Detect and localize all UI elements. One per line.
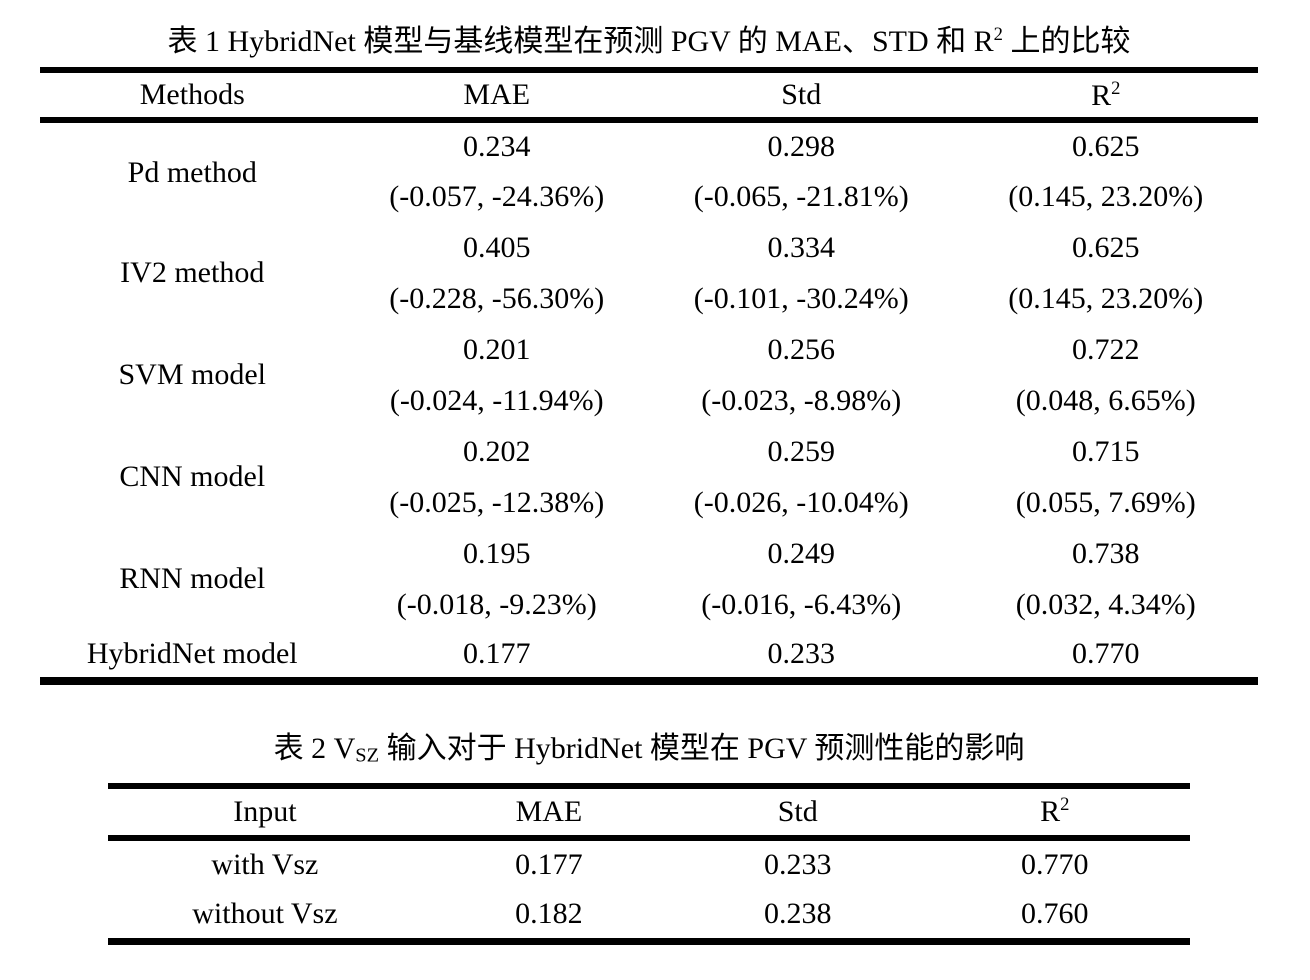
table1-col-header-mae: MAE — [344, 70, 649, 123]
method-cell: RNN model — [119, 562, 266, 595]
value-cell-mae: 0.177 — [463, 636, 531, 670]
table2-caption-suffix: 输入对于 HybridNet 模型在 PGV 预测性能的影响 — [379, 732, 1025, 765]
table1-col-header-methods: Methods — [40, 70, 345, 123]
value-cell-mae: 0.195 — [463, 536, 531, 570]
value-cell-std: 0.233 — [767, 636, 836, 670]
table2-col-header-std: Std — [676, 785, 920, 841]
table-row: without Vsz 0.182 0.238 0.760 — [108, 890, 1190, 942]
value-cell-std: 0.298 — [767, 130, 836, 163]
table2-col-header-mae: MAE — [421, 785, 677, 841]
table1: Methods MAE Std R2 Pd method 0.234 0.298… — [40, 67, 1258, 685]
value-cell-std: 0.238 — [764, 896, 832, 930]
r2-base: R — [1091, 78, 1112, 112]
value-cell-r2: 0.738 — [1072, 536, 1140, 570]
table-row-delta: (-0.025, -12.38%) (-0.026, -10.04%) (0.0… — [40, 477, 1258, 528]
r2-superscript: 2 — [1111, 77, 1121, 99]
input-cell: without Vsz — [192, 896, 338, 930]
table1-section: 表 1 HybridNet 模型与基线模型在预测 PGV 的 MAE、STD 和… — [40, 16, 1258, 685]
table2-caption: 表 2 VSZ 输入对于 HybridNet 模型在 PGV 预测性能的影响 — [108, 730, 1190, 775]
value-cell-std: 0.233 — [764, 848, 832, 882]
table1-col-header-r2: R2 — [953, 70, 1258, 123]
delta-cell-mae: (-0.024, -11.94%) — [389, 383, 604, 417]
table2-col-header-input: Input — [108, 785, 422, 841]
value-cell-r2: 0.770 — [1020, 848, 1089, 882]
value-cell-std: 0.249 — [767, 536, 836, 570]
delta-cell-r2: (0.048, 6.65%) — [1015, 383, 1196, 417]
value-cell-std: 0.259 — [767, 434, 836, 468]
value-cell-mae: 0.177 — [515, 848, 583, 882]
table-row: RNN model 0.195 0.249 0.738 — [40, 528, 1258, 596]
delta-cell-std: (-0.026, -10.04%) — [693, 485, 909, 519]
r2-superscript: 2 — [1060, 794, 1070, 816]
delta-cell-mae: (-0.228, -56.30%) — [389, 281, 605, 315]
table1-caption-suffix: 上的比较 — [1002, 25, 1131, 58]
delta-cell-std: (-0.023, -8.98%) — [701, 383, 902, 417]
table-row-delta: (-0.018, -9.23%) (-0.016, -6.43%) (0.032… — [40, 579, 1258, 630]
table-row-delta: (-0.057, -24.36%) (-0.065, -21.81%) (0.1… — [40, 171, 1258, 222]
table-row: with Vsz 0.177 0.233 0.770 — [108, 838, 1190, 890]
value-cell-mae: 0.405 — [463, 230, 531, 264]
table1-header-row: Methods MAE Std R2 — [40, 70, 1258, 123]
table2-col-header-r2: R2 — [919, 785, 1190, 841]
delta-cell-r2: (0.032, 4.34%) — [1015, 587, 1196, 621]
delta-cell-r2: (0.145, 23.20%) — [1008, 281, 1204, 315]
table-row: Pd method 0.234 0.298 0.625 — [40, 120, 1258, 189]
r2-base: R — [1040, 795, 1061, 829]
table-row: SVM model 0.201 0.256 0.722 — [40, 324, 1258, 392]
value-cell-r2: 0.625 — [1072, 130, 1140, 163]
value-cell-r2: 0.625 — [1072, 230, 1140, 264]
value-cell-mae: 0.201 — [463, 332, 531, 366]
table-row: IV2 method 0.405 0.334 0.625 — [40, 222, 1258, 290]
value-cell-r2: 0.722 — [1072, 332, 1140, 366]
table-row-delta: (-0.228, -56.30%) (-0.101, -30.24%) (0.1… — [40, 273, 1258, 324]
table1-caption: 表 1 HybridNet 模型与基线模型在预测 PGV 的 MAE、STD 和… — [40, 16, 1258, 61]
table1-caption-superscript: 2 — [993, 24, 1003, 45]
table2-caption-subscript: SZ — [355, 744, 380, 767]
delta-cell-std: (-0.016, -6.43%) — [701, 587, 902, 621]
table2-caption-text: 表 2 V — [273, 732, 356, 765]
value-cell-std: 0.256 — [767, 332, 836, 366]
method-cell: SVM model — [118, 358, 266, 391]
delta-cell-mae: (-0.025, -12.38%) — [389, 485, 605, 519]
method-cell: IV2 method — [120, 256, 265, 289]
table2-section: 表 2 VSZ 输入对于 HybridNet 模型在 PGV 预测性能的影响 I… — [108, 730, 1190, 946]
table-row-delta: (-0.024, -11.94%) (-0.023, -8.98%) (0.04… — [40, 375, 1258, 426]
method-cell: Pd method — [127, 155, 257, 189]
table-row-final: HybridNet model 0.177 0.233 0.770 — [40, 630, 1258, 681]
value-cell-mae: 0.234 — [463, 130, 531, 163]
table1-col-header-std: Std — [649, 70, 954, 123]
value-cell-r2: 0.770 — [1072, 636, 1140, 670]
delta-cell-std: (-0.065, -21.81%) — [693, 179, 909, 213]
table1-caption-text: 表 1 HybridNet 模型与基线模型在预测 PGV 的 MAE、STD 和… — [167, 25, 994, 58]
method-cell: CNN model — [119, 460, 266, 493]
delta-cell-r2: (0.145, 23.20%) — [1008, 179, 1204, 213]
input-cell: with Vsz — [211, 848, 319, 882]
delta-cell-r2: (0.055, 7.69%) — [1015, 485, 1196, 519]
table1-header: Methods MAE Std R2 — [40, 70, 1258, 123]
table2-header: Input MAE Std R2 — [108, 785, 1190, 841]
value-cell-r2: 0.760 — [1020, 896, 1089, 930]
delta-cell-mae: (-0.018, -9.23%) — [396, 587, 597, 621]
value-cell-mae: 0.182 — [515, 896, 583, 930]
table2-header-row: Input MAE Std R2 — [108, 785, 1190, 841]
delta-cell-std: (-0.101, -30.24%) — [693, 281, 909, 315]
value-cell-std: 0.334 — [767, 230, 836, 264]
delta-cell-mae: (-0.057, -24.36%) — [389, 179, 605, 213]
value-cell-r2: 0.715 — [1072, 434, 1140, 468]
table2: Input MAE Std R2 with Vsz 0.177 0.233 0.… — [108, 782, 1190, 946]
table-row: CNN model 0.202 0.259 0.715 — [40, 426, 1258, 494]
value-cell-mae: 0.202 — [463, 434, 531, 468]
method-cell: HybridNet model — [86, 636, 298, 670]
